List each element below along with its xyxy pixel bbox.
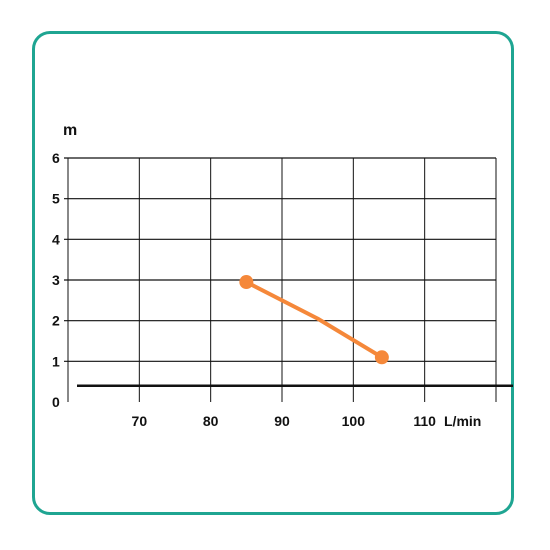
y-tick-label: 5 xyxy=(52,191,60,207)
y-axis-label: m xyxy=(63,122,77,139)
grid xyxy=(64,157,497,402)
y-tick-label: 0 xyxy=(52,394,60,410)
y-tick-label: 3 xyxy=(52,272,60,288)
x-tick-label: 100 xyxy=(342,413,366,429)
x-tick-labels: 70 80 90 100 110 xyxy=(132,413,437,429)
chart-frame xyxy=(32,31,514,515)
x-tick-label: 90 xyxy=(274,413,290,429)
data-point xyxy=(239,275,254,290)
x-tick-label: 110 xyxy=(413,413,436,429)
y-tick-labels: 0 1 2 3 4 5 6 xyxy=(52,150,60,410)
y-tick-label: 6 xyxy=(52,150,60,166)
x-tick-label: 70 xyxy=(132,413,148,429)
series-path xyxy=(244,280,384,360)
data-point xyxy=(374,350,389,365)
y-tick-label: 4 xyxy=(52,231,60,247)
x-axis-label: L/min xyxy=(444,413,481,429)
y-tick-label: 1 xyxy=(52,353,60,369)
series-line xyxy=(239,275,389,365)
x-tick-label: 80 xyxy=(203,413,219,429)
y-tick-label: 2 xyxy=(52,313,60,329)
